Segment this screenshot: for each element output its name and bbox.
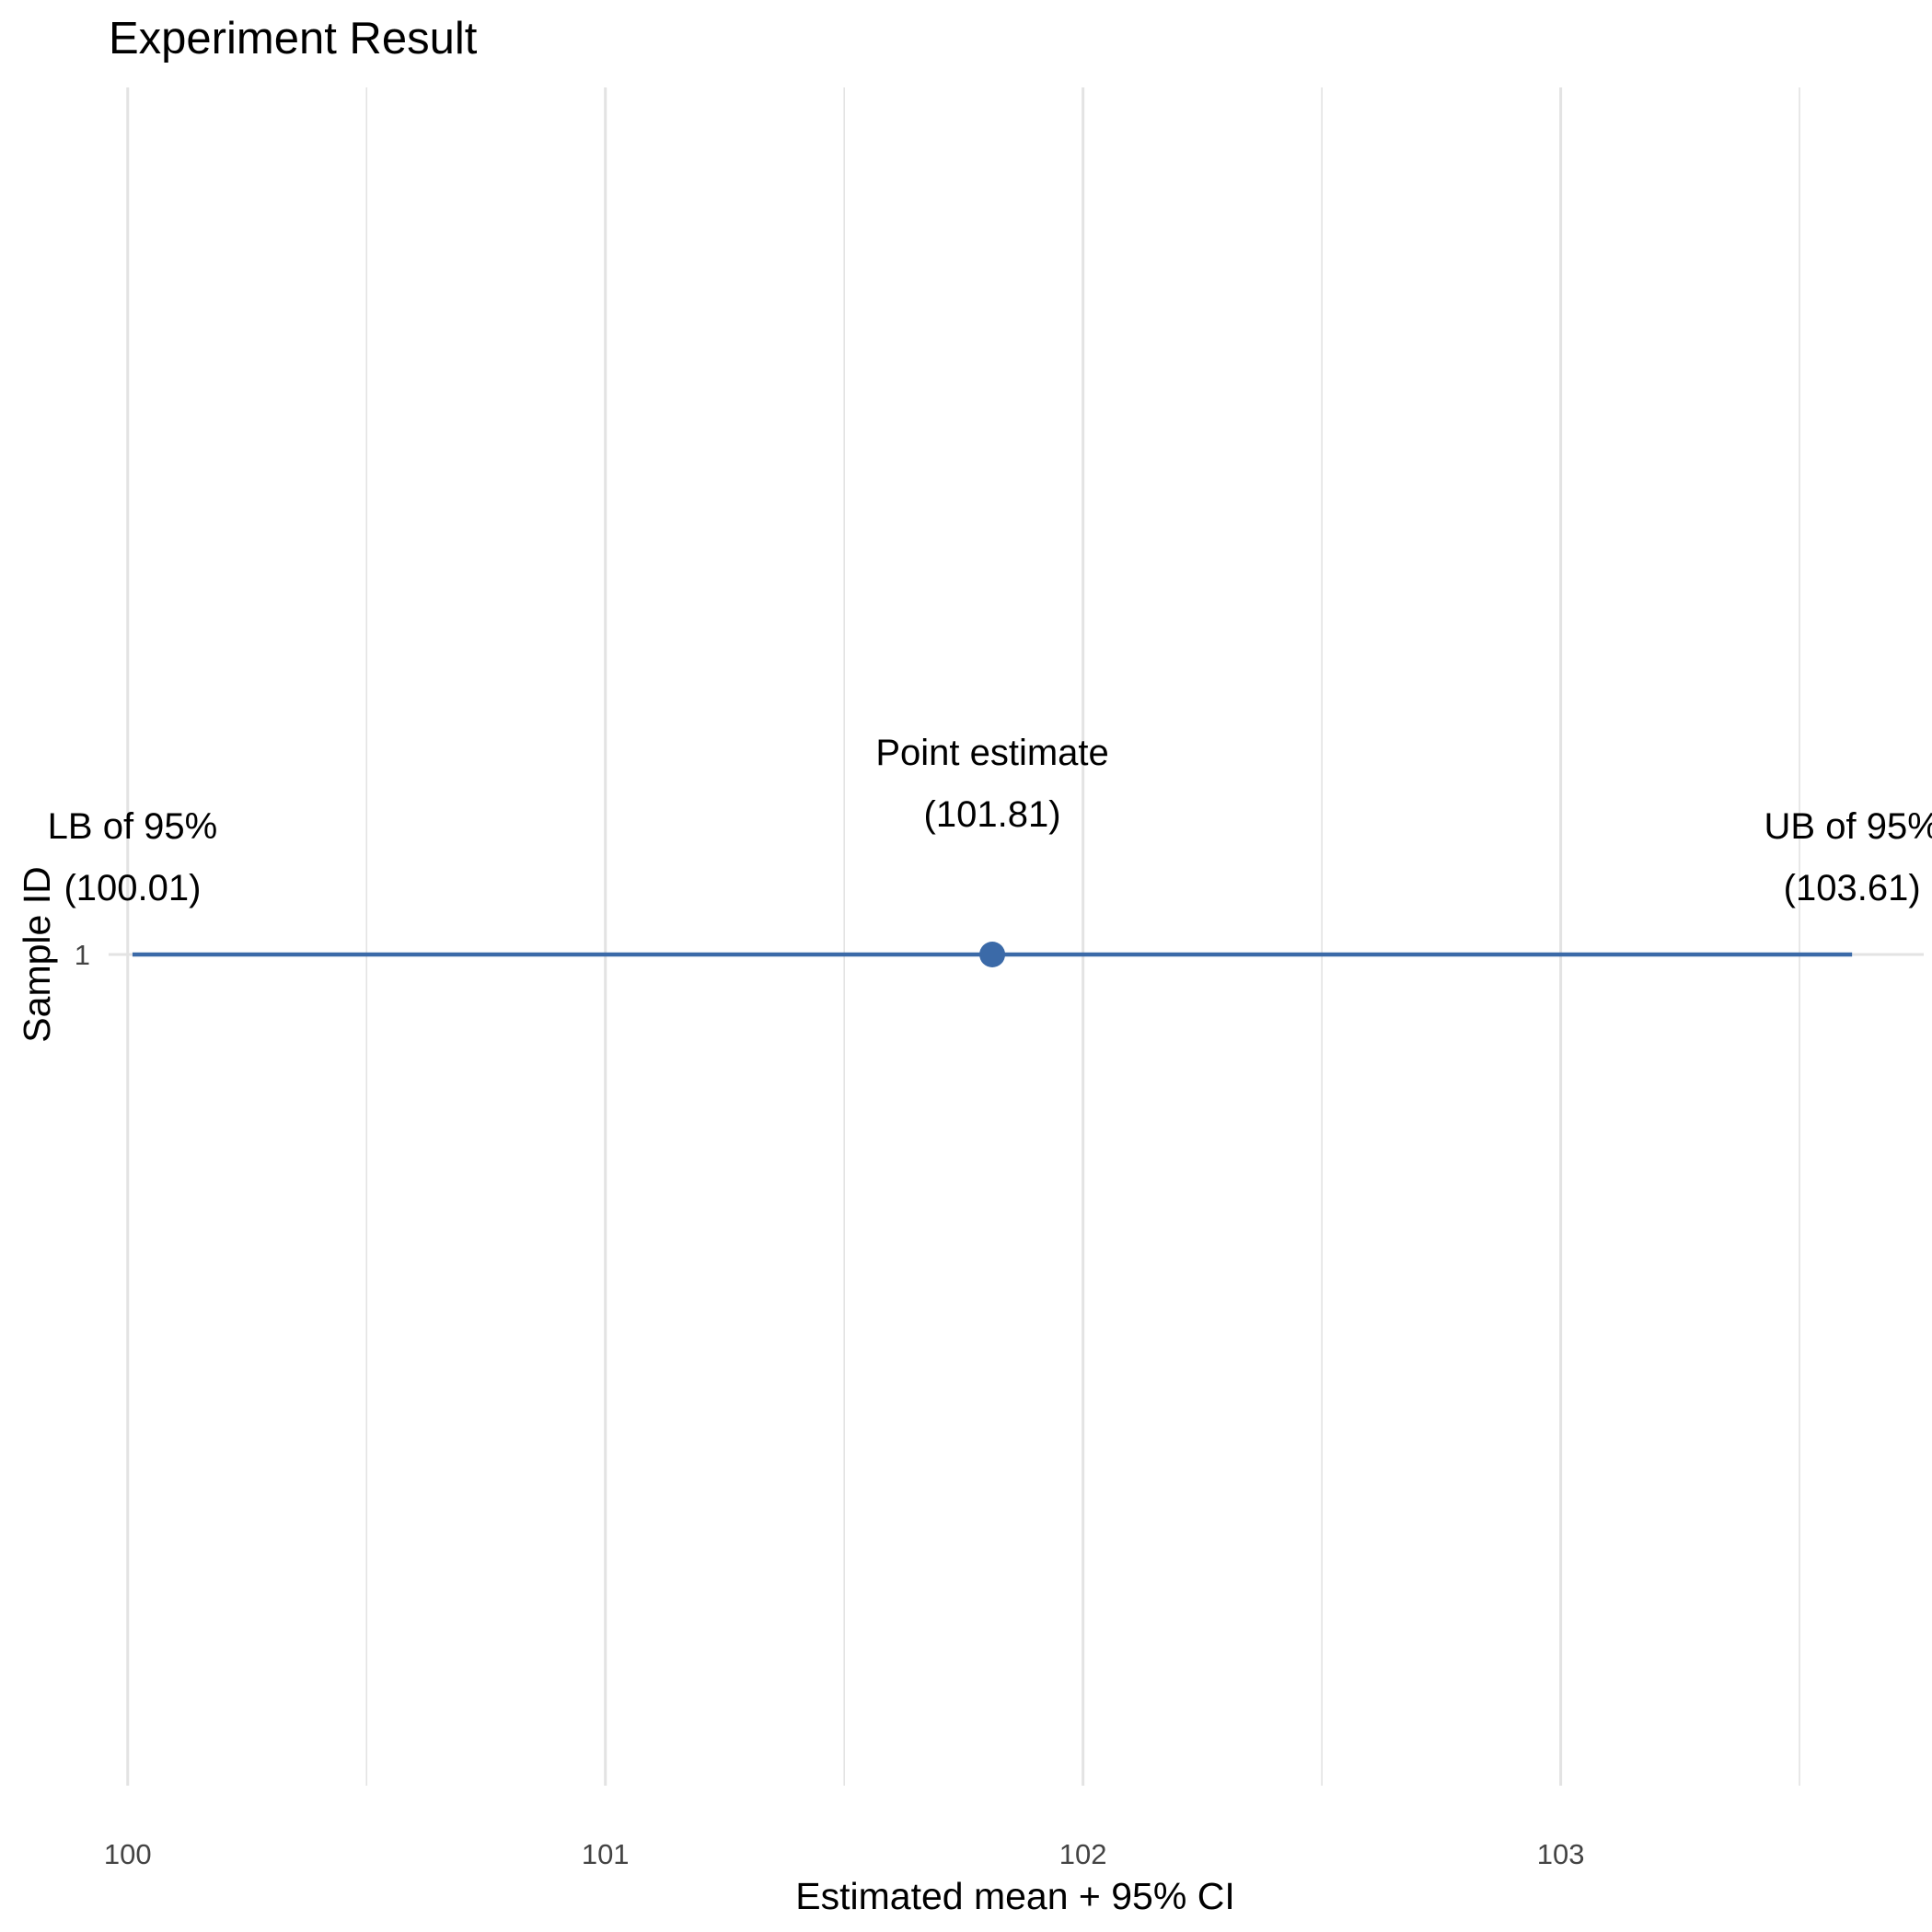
y-axis-label: Sample ID — [16, 866, 58, 1042]
annotation-point: Point estimate (101.81) — [875, 733, 1108, 835]
x-axis-label: Estimated mean + 95% CI — [795, 1875, 1234, 1917]
point-estimate-marker — [979, 942, 1006, 967]
annotation-point-title: Point estimate — [875, 733, 1108, 773]
annotation-upper-value: (103.61) — [1784, 868, 1921, 908]
annotation-lower-title: LB of 95% — [48, 806, 218, 847]
y-tick-label: 1 — [75, 939, 90, 971]
x-tick-label: 100 — [104, 1838, 152, 1870]
annotation-point-value: (101.81) — [924, 794, 1061, 835]
x-tick-label: 103 — [1537, 1838, 1585, 1870]
annotation-upper-title: UB of 95% — [1764, 806, 1932, 847]
data-marks — [132, 942, 1853, 967]
annotation-lower-value: (100.01) — [64, 868, 201, 908]
x-tick-label: 102 — [1059, 1838, 1107, 1870]
chart-title: Experiment Result — [109, 14, 478, 64]
x-tick-labels: 100 101 102 103 — [104, 1838, 1585, 1870]
annotation-lower: LB of 95% (100.01) — [48, 806, 218, 908]
x-tick-label: 101 — [582, 1838, 630, 1870]
annotation-upper: UB of 95% (103.61) — [1764, 806, 1932, 908]
